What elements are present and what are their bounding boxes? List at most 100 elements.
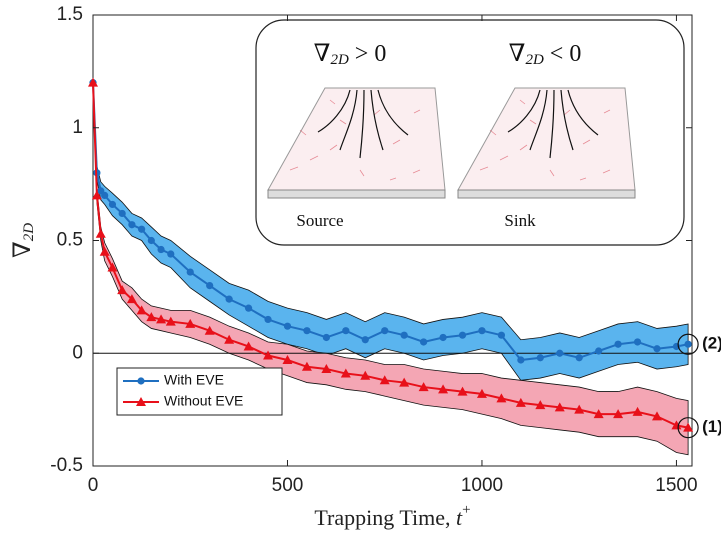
marker	[613, 409, 624, 419]
x-axis-label: Trapping Time, t+	[314, 502, 470, 530]
legend-label: Without EVE	[164, 393, 243, 409]
legend: With EVE Without EVE	[116, 367, 283, 416]
marker	[126, 294, 137, 304]
marker	[99, 246, 110, 256]
marker	[360, 370, 371, 380]
marker	[574, 404, 585, 414]
text-part: < 0	[550, 41, 582, 67]
marker	[185, 318, 196, 328]
sink-plate	[457, 87, 636, 199]
x-tick-label: 1500	[655, 475, 697, 496]
marker	[206, 282, 214, 290]
marker	[575, 354, 583, 362]
annotation-circle	[677, 417, 699, 439]
marker	[156, 314, 167, 324]
marker	[108, 200, 117, 209]
y-tick-label: 1.5	[57, 4, 83, 25]
marker	[595, 347, 603, 355]
text-part: 2D	[525, 52, 544, 68]
marker	[633, 338, 642, 346]
marker	[88, 77, 98, 87]
marker	[342, 327, 350, 335]
plot-layer	[88, 77, 694, 456]
marker	[263, 350, 274, 360]
marker	[138, 225, 146, 233]
inset-title: ∇2D < 0	[509, 41, 582, 69]
legend-marker	[136, 397, 146, 406]
marker	[439, 333, 447, 342]
marker	[458, 331, 467, 339]
marker	[147, 236, 155, 245]
inset-title: ∇2D > 0	[314, 41, 387, 69]
marker	[224, 334, 235, 344]
marker	[683, 422, 694, 432]
marker	[515, 397, 526, 407]
marker	[497, 331, 506, 339]
marker	[264, 315, 272, 324]
marker	[361, 336, 369, 344]
marker	[340, 368, 351, 378]
text-part: 2D	[21, 223, 37, 242]
text-part: Trapping Time,	[314, 505, 456, 530]
marker	[303, 327, 311, 335]
marker	[283, 322, 292, 330]
y-tick-label: 1	[72, 117, 83, 138]
marker	[91, 190, 102, 200]
marker	[381, 327, 389, 335]
marker	[301, 361, 312, 371]
text-part: ∇	[509, 41, 526, 67]
y-axis-label: ∇2D	[10, 223, 38, 258]
text-part: t	[456, 505, 463, 530]
text-part: > 0	[355, 41, 387, 67]
legend-marker	[137, 377, 145, 385]
source-plate	[267, 87, 446, 199]
text-part: 2D	[330, 52, 349, 68]
marker	[517, 356, 525, 364]
marker	[536, 354, 544, 362]
marker	[671, 420, 682, 430]
marker	[653, 345, 661, 353]
marker	[614, 340, 622, 348]
marker	[400, 331, 408, 339]
marker	[535, 400, 546, 410]
x-tick-label: 0	[88, 475, 99, 496]
inset-caption: Sink	[504, 211, 536, 230]
marker	[146, 312, 157, 322]
marker	[128, 221, 136, 229]
marker	[107, 262, 118, 272]
marker	[157, 245, 165, 254]
marker	[457, 386, 468, 396]
text-part: ∇	[10, 241, 36, 258]
marker	[476, 388, 487, 398]
marker	[379, 375, 390, 385]
y-tick-label: 0.5	[57, 230, 83, 251]
marker	[136, 305, 147, 315]
marker	[478, 327, 486, 335]
marker	[167, 250, 175, 258]
inset-caption: Source	[296, 211, 343, 230]
marker	[243, 341, 254, 351]
marker	[399, 377, 410, 387]
annotation: (1)	[702, 417, 721, 436]
y-tick-label: 0	[72, 342, 83, 363]
marker	[95, 228, 106, 238]
legend-label: With EVE	[164, 372, 224, 388]
marker	[651, 411, 662, 421]
marker	[632, 406, 643, 416]
marker	[282, 355, 293, 365]
marker	[118, 209, 126, 218]
marker	[418, 382, 429, 392]
x-tick-label: 500	[272, 475, 304, 496]
marker	[321, 364, 332, 374]
annotation-circle	[677, 333, 699, 355]
marker	[420, 338, 428, 346]
text-part: ∇	[314, 41, 331, 67]
marker	[556, 349, 564, 357]
marker	[244, 304, 253, 312]
legend-box	[116, 367, 283, 416]
marker	[186, 268, 194, 276]
marker	[322, 333, 330, 342]
marker	[496, 393, 507, 403]
